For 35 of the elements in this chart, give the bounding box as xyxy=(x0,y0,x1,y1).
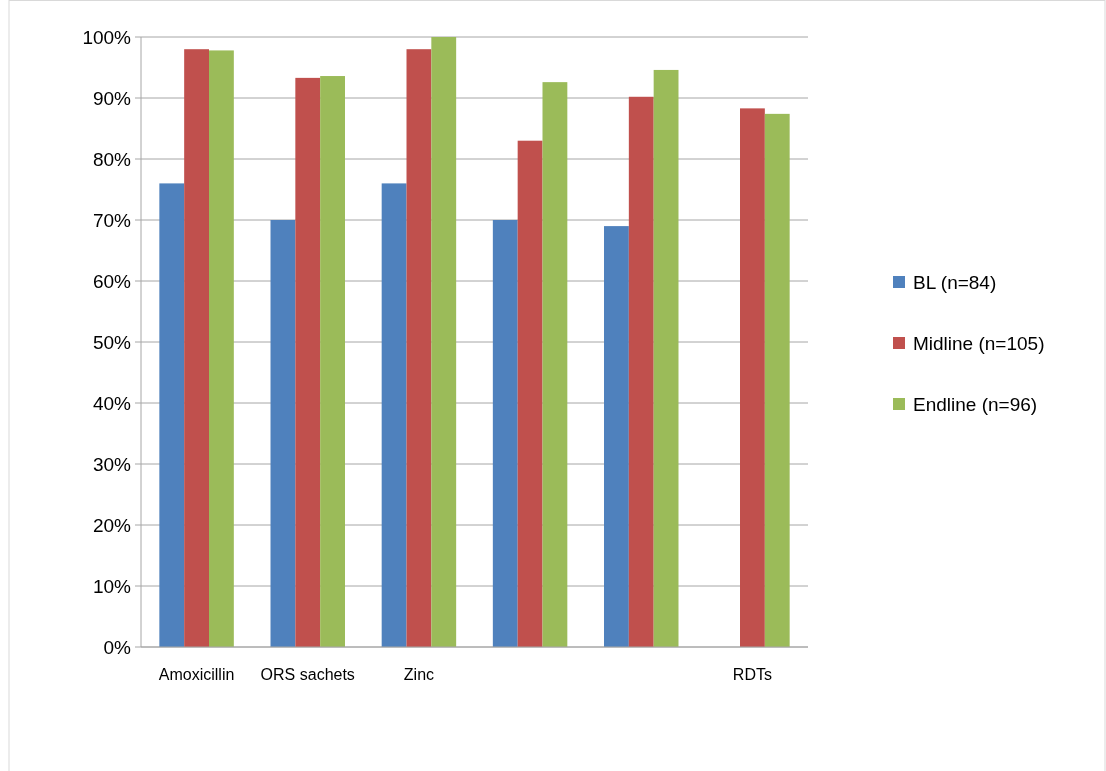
bar xyxy=(406,49,432,647)
bar xyxy=(517,140,543,647)
bar xyxy=(740,108,765,647)
bar xyxy=(604,226,629,647)
legend-label: BL (n=84) xyxy=(913,271,997,293)
bar xyxy=(431,37,457,647)
x-tick-label: RDTs xyxy=(732,666,772,683)
y-tick-label: 50% xyxy=(92,331,132,353)
y-tick-label: 100% xyxy=(82,26,132,48)
y-tick-label: 70% xyxy=(92,209,132,231)
x-tick-label: ORS sachets xyxy=(260,666,355,683)
y-tick-label: 30% xyxy=(92,453,132,475)
y-tick-label: 60% xyxy=(92,270,132,292)
bar xyxy=(628,96,654,647)
y-tick-label: 0% xyxy=(103,636,132,658)
bar xyxy=(764,113,790,647)
y-tick-label: 10% xyxy=(92,575,132,597)
bar xyxy=(492,220,518,647)
bar xyxy=(159,183,185,647)
bar xyxy=(295,77,321,647)
legend-label: Midline (n=105) xyxy=(913,332,1045,354)
y-tick-label: 20% xyxy=(92,514,132,536)
bar xyxy=(653,69,679,647)
x-tick-label: Zinc xyxy=(403,666,435,683)
legend-label: Endline (n=96) xyxy=(913,393,1038,415)
y-tick-label: 80% xyxy=(92,148,132,170)
x-tick-label: Amoxicillin xyxy=(158,666,235,683)
bar xyxy=(270,220,296,647)
bar xyxy=(542,82,568,647)
y-tick-label: 40% xyxy=(92,392,132,414)
bar xyxy=(184,49,209,647)
y-tick-label: 90% xyxy=(92,87,132,109)
bar xyxy=(381,183,407,647)
bar xyxy=(320,76,345,647)
bar xyxy=(209,50,234,647)
